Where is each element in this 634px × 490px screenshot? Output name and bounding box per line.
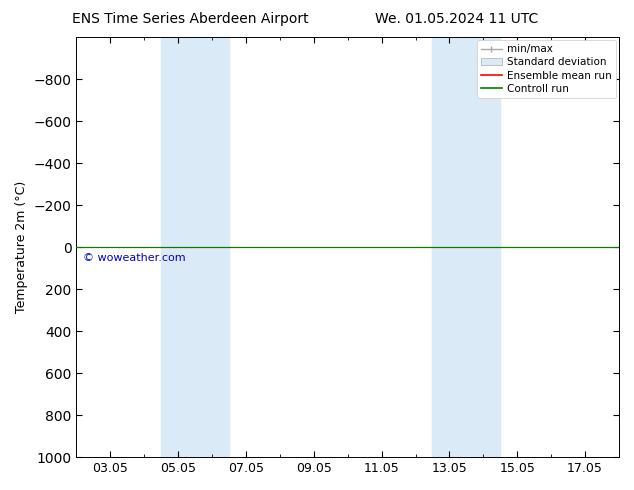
- Y-axis label: Temperature 2m (°C): Temperature 2m (°C): [15, 181, 28, 313]
- Bar: [195, 37, 229, 457]
- Text: ENS Time Series Aberdeen Airport: ENS Time Series Aberdeen Airport: [72, 12, 309, 26]
- Bar: [467, 37, 500, 457]
- Text: We. 01.05.2024 11 UTC: We. 01.05.2024 11 UTC: [375, 12, 538, 26]
- Bar: [432, 37, 467, 457]
- Legend: min/max, Standard deviation, Ensemble mean run, Controll run: min/max, Standard deviation, Ensemble me…: [477, 40, 616, 98]
- Bar: [161, 37, 195, 457]
- Text: © woweather.com: © woweather.com: [83, 253, 186, 264]
